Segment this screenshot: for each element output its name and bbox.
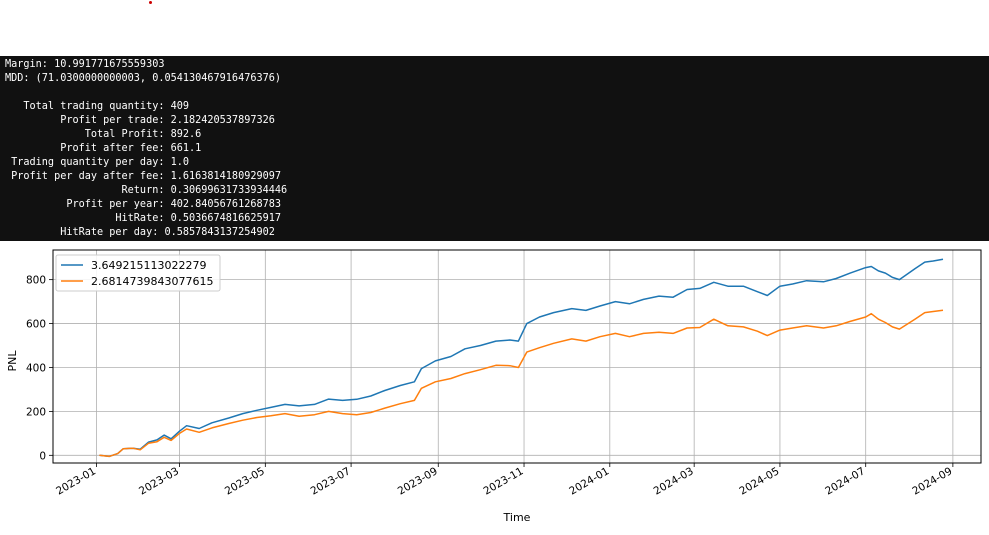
x-tick-label: 2024-07 bbox=[823, 465, 867, 497]
x-tick-label: 2023-01 bbox=[54, 465, 98, 497]
output-line: Profit per trade: 2.182420537897326 bbox=[5, 115, 275, 126]
series-line-2 bbox=[99, 309, 944, 458]
x-tick-label: 2024-03 bbox=[652, 465, 696, 497]
chart-legend: 3.649215113022279 2.6814739843077615 bbox=[55, 254, 221, 292]
y-tick-label: 600 bbox=[26, 319, 46, 331]
output-line: MDD: (71.0300000000003, 0.05413046791647… bbox=[5, 73, 282, 84]
output-line: HitRate: 0.5036674816625917 bbox=[5, 213, 282, 224]
y-tick-label: 200 bbox=[26, 406, 46, 418]
legend-label-series-2: 2.6814739843077615 bbox=[91, 275, 213, 288]
y-tick-label: 400 bbox=[26, 362, 46, 374]
x-tick-label: 2023-05 bbox=[223, 465, 267, 497]
chart-svg: 2023-01 2023-03 2023-05 2023-07 2023-09 2023-… bbox=[6, 249, 982, 524]
x-tick-label: 2024-09 bbox=[910, 465, 954, 497]
x-tick-label: 2023-07 bbox=[309, 465, 353, 497]
x-tick-label: 2023-11 bbox=[482, 465, 526, 497]
output-line: Total Profit: 892.6 bbox=[5, 129, 202, 140]
output-line: Margin: 10.991771675559303 bbox=[5, 59, 165, 70]
cursor-dot bbox=[149, 1, 152, 4]
x-tick-label: 2023-03 bbox=[137, 465, 181, 497]
output-line bbox=[5, 86, 989, 100]
pnl-chart: 2023-01 2023-03 2023-05 2023-07 2023-09 2023-… bbox=[0, 241, 989, 531]
y-tick-label: 800 bbox=[26, 275, 46, 287]
legend-box bbox=[55, 254, 221, 292]
output-line: Profit after fee: 661.1 bbox=[5, 143, 202, 154]
series-line-1 bbox=[99, 258, 944, 458]
output-line: Profit per day after fee: 1.616381418092… bbox=[5, 171, 282, 182]
output-line: HitRate per day: 0.5857843137254902 bbox=[5, 227, 275, 238]
x-tick-label: 2024-01 bbox=[567, 465, 611, 497]
y-tick-label: 0 bbox=[39, 450, 46, 462]
output-line: Return: 0.30699631733934446 bbox=[5, 185, 288, 196]
cell-output: Margin: 10.991771675559303 MDD: (71.03000… bbox=[0, 56, 989, 241]
y-axis-label: PNL bbox=[6, 350, 19, 372]
x-axis-label: Time bbox=[503, 511, 531, 524]
output-line: Trading quantity per day: 1.0 bbox=[5, 157, 190, 168]
x-tick-label: 2024-05 bbox=[737, 465, 781, 497]
axes-frame bbox=[52, 249, 982, 464]
output-line: Profit per year: 402.84056761268783 bbox=[5, 199, 282, 210]
legend-label-series-1: 3.649215113022279 bbox=[91, 259, 206, 272]
x-tick-label: 2023-09 bbox=[396, 465, 440, 497]
output-line: Total trading quantity: 409 bbox=[5, 101, 190, 112]
